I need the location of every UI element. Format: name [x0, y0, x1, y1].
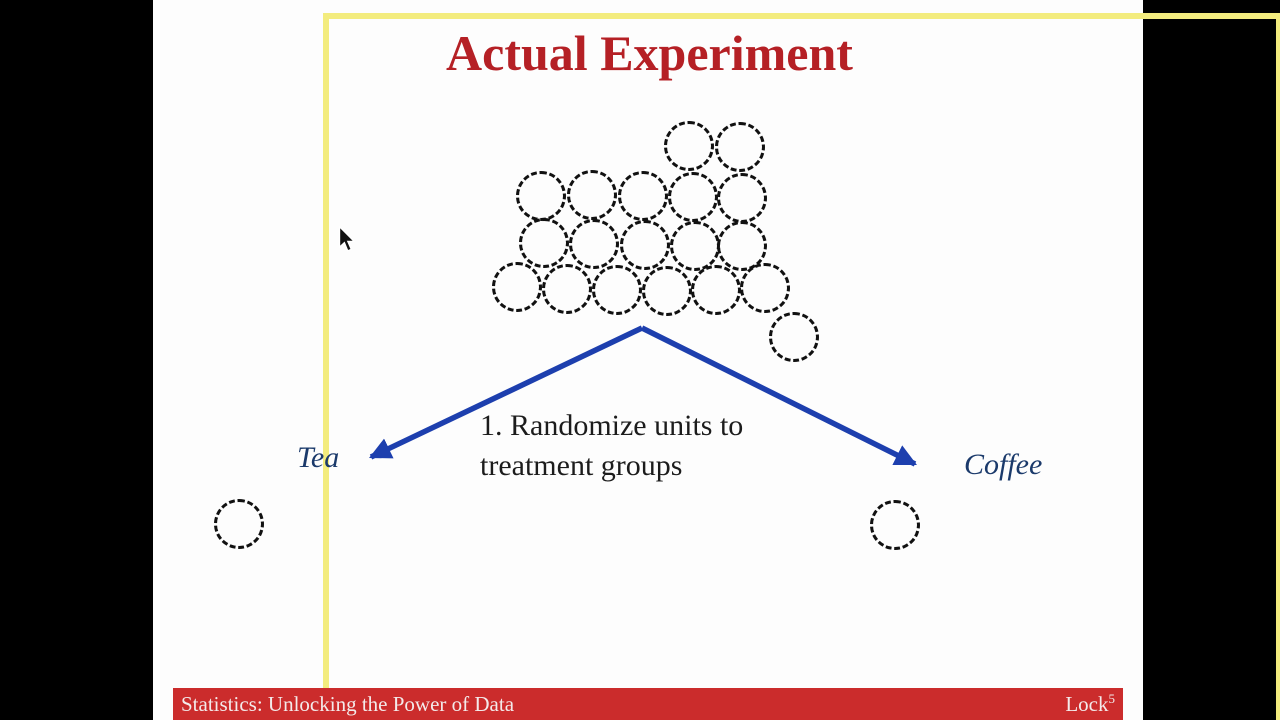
coffee-label: Coffee — [964, 448, 1043, 481]
footer-brand: Lock5 — [1065, 692, 1115, 717]
footer-brand-text: Lock — [1065, 691, 1109, 716]
randomize-annotation: 1. Randomize units to treatment groups — [480, 406, 743, 486]
annotation-line1: 1. Randomize units to — [480, 409, 744, 442]
footer-bar: Statistics: Unlocking the Power of Data … — [173, 688, 1123, 720]
slide-title: Actual Experiment — [446, 25, 853, 81]
mouse-cursor-icon — [338, 226, 356, 252]
footer-brand-superscript: 5 — [1108, 690, 1116, 706]
slide-border — [323, 13, 1280, 720]
slide — [153, 0, 1280, 720]
footer-title: Statistics: Unlocking the Power of Data — [181, 691, 515, 716]
annotation-line2: treatment groups — [480, 449, 683, 482]
tea-label: Tea — [297, 441, 340, 474]
